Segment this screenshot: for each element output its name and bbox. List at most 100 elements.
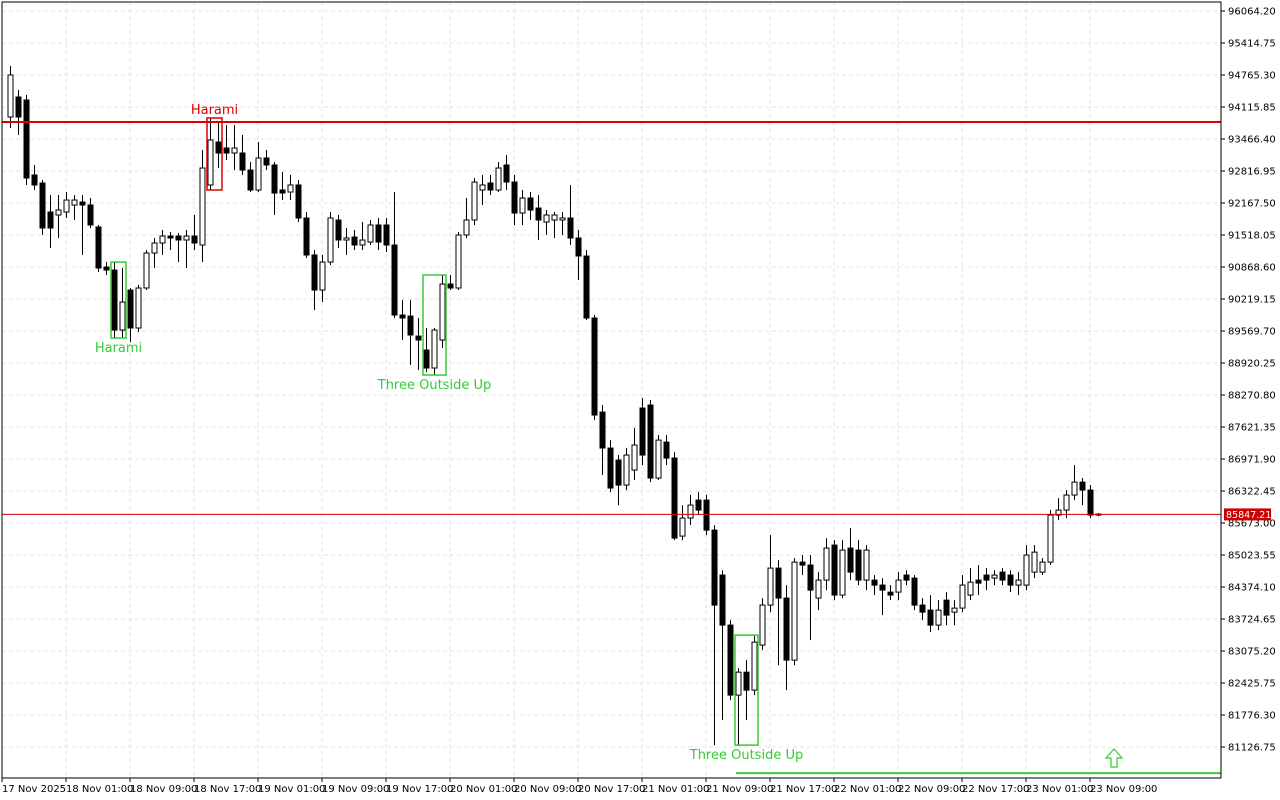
candle-body (631, 444, 638, 471)
candle-body (111, 269, 118, 331)
candle-body (423, 349, 430, 369)
candle-body (759, 604, 766, 646)
y-tick-label: 95414.75 (1228, 39, 1276, 50)
candle-body (103, 266, 110, 271)
candle-body (247, 169, 254, 191)
candle-body (303, 217, 310, 256)
plot-area: Harami Harami Three Outside Up Three Outsid… (2, 65, 1221, 775)
candle-body (1087, 489, 1094, 516)
candle-body (239, 152, 246, 171)
candle-body (135, 287, 142, 329)
y-tick-label: 91518.05 (1228, 231, 1276, 242)
current-price-label: 85847.21 (1226, 510, 1271, 521)
candle-body (207, 139, 214, 186)
candle-body (143, 252, 150, 289)
y-tick-label: 94115.85 (1228, 103, 1276, 114)
x-tick-label: 20 Nov 09:00 (514, 784, 581, 795)
candle-body (783, 597, 790, 661)
candle-body (271, 164, 278, 194)
y-tick-label: 88920.25 (1228, 358, 1276, 369)
candle-body (407, 315, 414, 336)
y-tick-label: 92816.95 (1228, 167, 1276, 178)
candle-body (151, 242, 158, 254)
candle-body (1023, 554, 1030, 586)
candle-body (431, 329, 438, 369)
x-tick-label: 18 Nov 17:00 (194, 784, 261, 795)
candle-body (311, 254, 318, 291)
y-tick-label: 90868.60 (1228, 262, 1276, 273)
candle-body (975, 579, 982, 584)
y-tick-label: 85023.55 (1228, 550, 1276, 561)
candle-body (319, 261, 326, 291)
candle-body (823, 547, 830, 581)
candle-body (719, 574, 726, 626)
candle-body (591, 317, 598, 416)
candle-body (327, 217, 334, 263)
candle-body (95, 226, 102, 269)
candle-body (439, 283, 446, 341)
candle-body (863, 549, 870, 581)
candle-body (63, 199, 70, 213)
candle-body (567, 217, 574, 239)
y-tick-label: 92167.50 (1228, 199, 1276, 210)
candle-body (159, 235, 166, 244)
candle-body (71, 199, 78, 206)
candle-body (1031, 551, 1038, 573)
x-tick-label: 17 Nov 2025 (2, 784, 66, 795)
candle-body (887, 591, 894, 596)
candle-body (31, 174, 38, 186)
y-tick-label: 88270.80 (1228, 390, 1276, 401)
y-tick-label: 90219.15 (1228, 294, 1276, 305)
x-tick-label: 22 Nov 09:00 (898, 784, 965, 795)
x-tick-label: 19 Nov 09:00 (322, 784, 389, 795)
candle-body (383, 224, 390, 246)
candle-body (39, 182, 46, 229)
y-tick-label: 86971.90 (1228, 454, 1276, 465)
candle-body (1039, 561, 1046, 573)
candle-body (687, 504, 694, 519)
candle-body (951, 607, 958, 613)
candle-body (87, 204, 94, 226)
candle-body (119, 301, 126, 331)
candle-body (895, 579, 902, 593)
buy-arrow (1104, 748, 1124, 768)
candle-body (903, 574, 910, 581)
candle-body (831, 544, 838, 596)
candle-body (575, 237, 582, 257)
pattern-label: Three Outside Up (377, 378, 491, 393)
candle-body (1079, 481, 1086, 491)
pattern-box (110, 261, 127, 339)
candle-body (847, 547, 854, 573)
candle-body (711, 529, 718, 606)
candle-body (1007, 574, 1014, 586)
candle-body (127, 289, 134, 329)
y-tick-label: 89569.70 (1228, 326, 1276, 337)
candle-body (519, 197, 526, 214)
y-tick-label: 86322.45 (1228, 486, 1276, 497)
x-tick-label: 18 Nov 01:00 (66, 784, 133, 795)
candle-body (679, 517, 686, 537)
candle-body (599, 411, 606, 449)
candle-body (527, 197, 534, 211)
x-tick-label: 18 Nov 09:00 (130, 784, 197, 795)
pattern-label: Three Outside Up (689, 748, 803, 763)
plot-border (1, 1, 1222, 779)
x-tick-label: 21 Nov 01:00 (642, 784, 709, 795)
candle-body (351, 236, 358, 246)
candle-body (751, 641, 758, 691)
candle-body (279, 189, 286, 194)
candle-body (919, 604, 926, 613)
candle-body (1015, 579, 1022, 586)
candle-body (959, 584, 966, 609)
candle-body (1047, 514, 1054, 563)
x-tick-label: 19 Nov 17:00 (386, 784, 453, 795)
candle-body (79, 201, 86, 206)
candle-body (647, 404, 654, 479)
candle-body (487, 182, 494, 191)
x-tick-label: 21 Nov 09:00 (706, 784, 773, 795)
candle-body (215, 141, 222, 154)
candle-body (607, 447, 614, 489)
candle-body (815, 579, 822, 599)
candle-body (463, 219, 470, 236)
candle-body (15, 96, 22, 118)
